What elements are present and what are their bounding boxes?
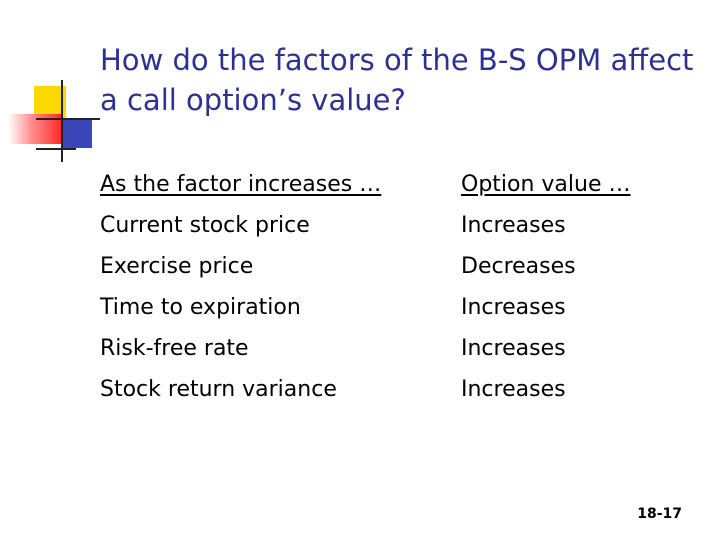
factor-cell: Time to expiration (100, 295, 301, 320)
effect-cell: Increases (461, 295, 566, 320)
logo-horizontal-line-lower (36, 148, 76, 150)
logo-blue-square (62, 118, 92, 148)
effect-cell: Increases (461, 336, 566, 361)
factor-cell: Risk-free rate (100, 336, 249, 361)
table-row: Risk-free rate Increases (100, 328, 680, 369)
table-row: Time to expiration Increases (100, 287, 680, 328)
factor-cell: Stock return variance (100, 377, 337, 402)
table-row: Current stock price Increases (100, 205, 680, 246)
slide-number: 18-17 (637, 506, 682, 522)
effect-cell: Increases (461, 213, 566, 238)
header-option-value: Option value … (461, 172, 631, 197)
effect-cell: Increases (461, 377, 566, 402)
logo-horizontal-line (36, 118, 100, 120)
slide-logo-decoration (0, 0, 100, 170)
logo-vertical-line (61, 80, 63, 162)
effect-cell: Decreases (461, 254, 576, 279)
factor-cell: Exercise price (100, 254, 254, 279)
table-row: Stock return variance Increases (100, 369, 680, 410)
slide-title: How do the factors of the B-S OPM affect… (100, 43, 694, 117)
table-row: Exercise price Decreases (100, 246, 680, 287)
header-factor: As the factor increases … (100, 172, 382, 197)
table-header-row: As the factor increases … Option value … (100, 164, 680, 205)
factor-effect-table: As the factor increases … Option value …… (100, 164, 680, 410)
factor-cell: Current stock price (100, 213, 310, 238)
